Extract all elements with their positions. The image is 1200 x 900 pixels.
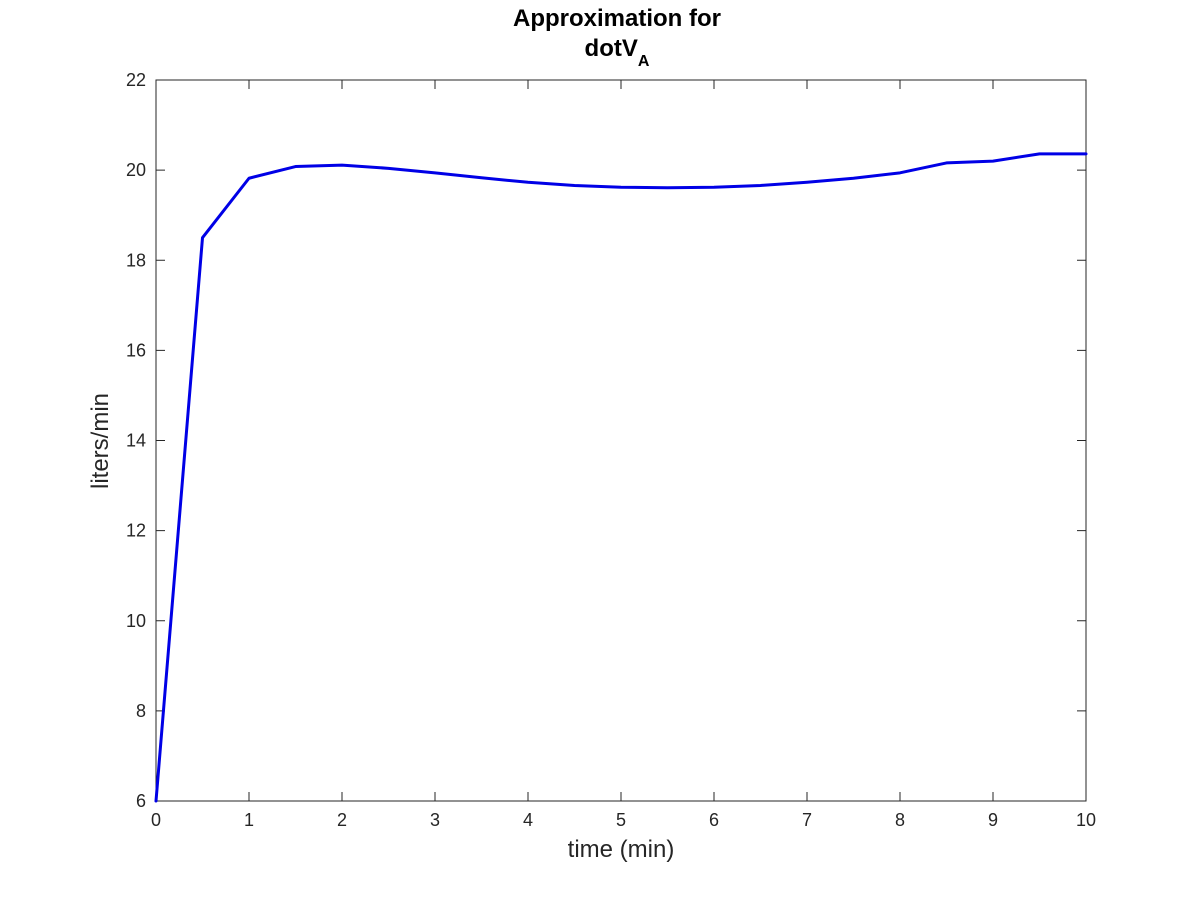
y-tick-label: 16 xyxy=(126,340,146,360)
x-tick-label: 8 xyxy=(895,810,905,830)
y-tick-label: 18 xyxy=(126,250,146,270)
chart-title-line-2: dotVA xyxy=(585,35,650,70)
x-tick-label: 5 xyxy=(616,810,626,830)
y-tick-label: 6 xyxy=(136,791,146,811)
x-tick-label: 7 xyxy=(802,810,812,830)
x-tick-label: 4 xyxy=(523,810,533,830)
chart-title-main: dotV xyxy=(585,35,638,62)
x-tick-label: 2 xyxy=(337,810,347,830)
x-tick-label: 6 xyxy=(709,810,719,830)
y-tick-label: 8 xyxy=(136,701,146,721)
chart-title-subscript: A xyxy=(638,53,650,70)
x-tick-label: 10 xyxy=(1076,810,1096,830)
x-axis-tick-labels: 0 1 2 3 4 5 6 7 8 9 10 xyxy=(151,810,1096,830)
y-tick-label: 12 xyxy=(126,521,146,541)
series-line xyxy=(154,152,1088,803)
plot-area xyxy=(155,79,1087,802)
y-tick-label: 10 xyxy=(126,611,146,631)
y-axis-ticks xyxy=(156,79,1086,802)
y-axis-tick-labels: 6 8 10 12 14 16 18 20 22 xyxy=(126,70,146,811)
chart-title-line-1: Approximation for xyxy=(513,5,721,32)
x-tick-label: 1 xyxy=(244,810,254,830)
x-tick-label: 9 xyxy=(988,810,998,830)
x-axis-label: time (min) xyxy=(568,836,675,863)
x-tick-label: 3 xyxy=(430,810,440,830)
y-tick-label: 14 xyxy=(126,431,146,451)
y-axis-label: liters/min xyxy=(87,393,114,489)
x-tick-label: 0 xyxy=(151,810,161,830)
y-tick-label: 20 xyxy=(126,160,146,180)
y-tick-label: 22 xyxy=(126,70,146,90)
